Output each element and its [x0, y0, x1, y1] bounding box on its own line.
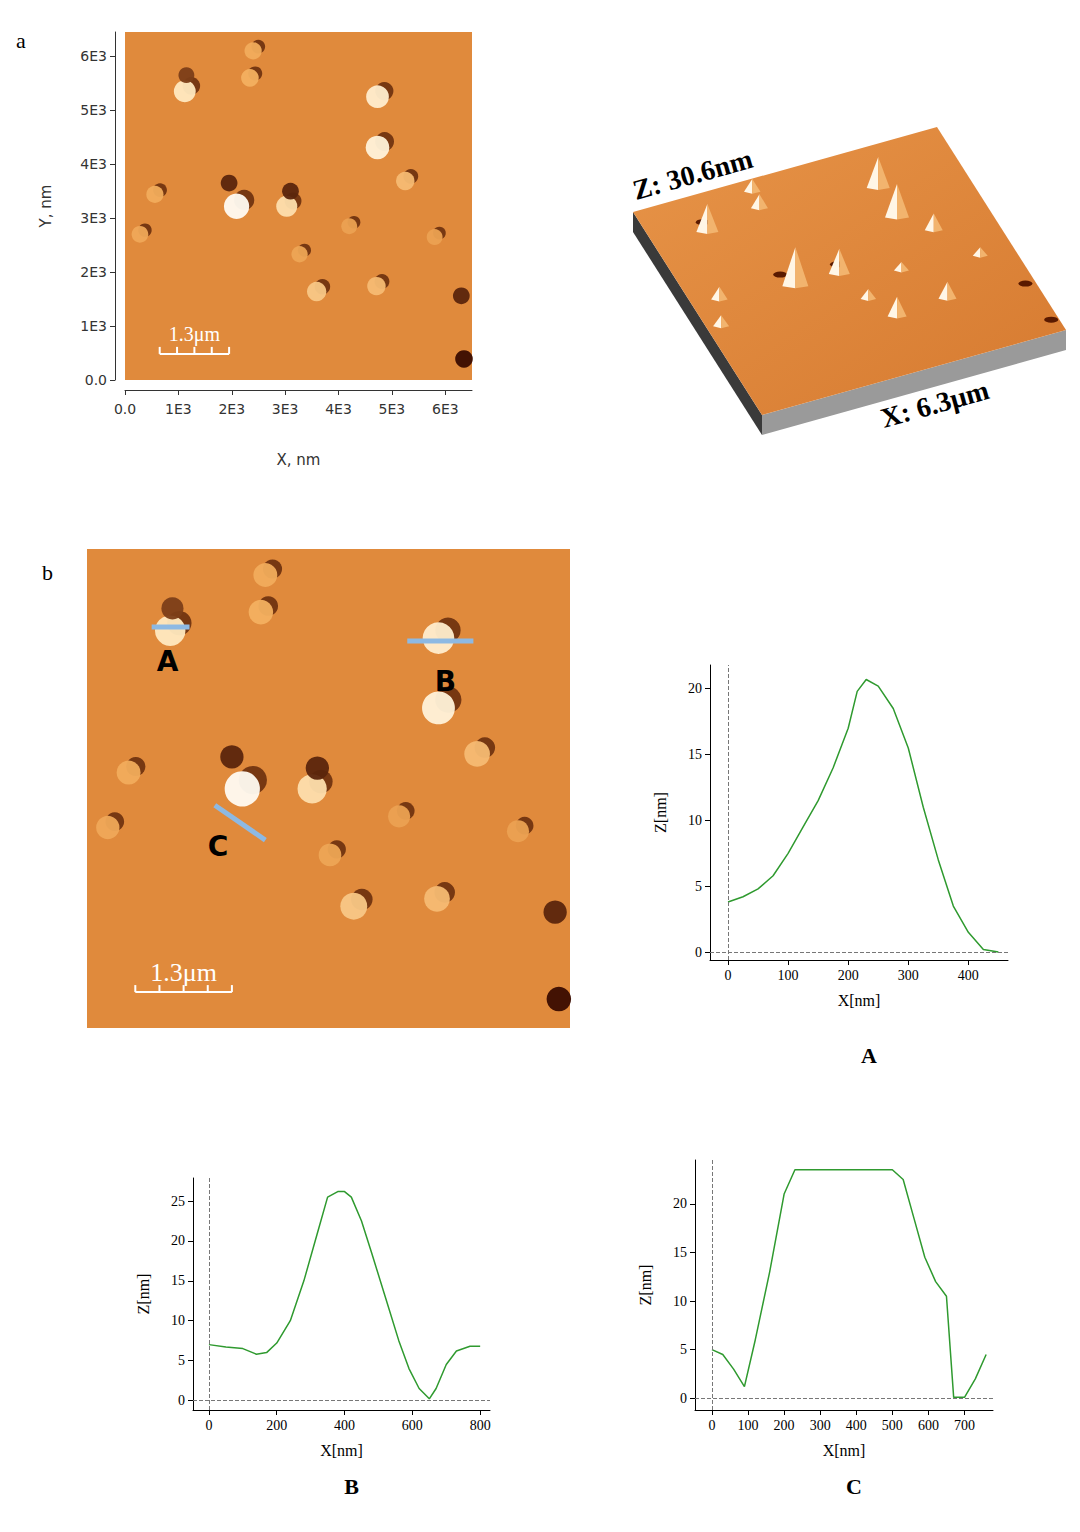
svg-text:1.3μm: 1.3μm	[150, 958, 217, 987]
svg-text:B: B	[344, 1474, 359, 1499]
svg-text:0: 0	[708, 1418, 715, 1433]
svg-text:600: 600	[402, 1418, 423, 1433]
svg-text:B: B	[435, 665, 456, 698]
svg-text:A: A	[157, 645, 179, 678]
svg-text:Z[nm]: Z[nm]	[135, 1274, 152, 1315]
svg-text:25: 25	[171, 1194, 185, 1209]
svg-text:4E3: 4E3	[325, 401, 352, 417]
svg-text:A: A	[861, 1043, 877, 1068]
svg-text:3E3: 3E3	[272, 401, 299, 417]
svg-text:X, nm: X, nm	[277, 451, 321, 469]
svg-text:5E3: 5E3	[80, 102, 107, 118]
svg-text:10: 10	[171, 1313, 185, 1328]
svg-text:2E3: 2E3	[218, 401, 245, 417]
svg-text:15: 15	[688, 747, 702, 762]
svg-text:0: 0	[725, 968, 732, 983]
svg-text:5: 5	[695, 879, 702, 894]
svg-text:a: a	[16, 28, 26, 53]
svg-text:600: 600	[918, 1418, 939, 1433]
svg-text:5: 5	[680, 1342, 687, 1357]
svg-text:200: 200	[266, 1418, 287, 1433]
svg-text:4E3: 4E3	[80, 156, 107, 172]
svg-text:0: 0	[680, 1391, 687, 1406]
svg-text:400: 400	[334, 1418, 355, 1433]
svg-text:1E3: 1E3	[165, 401, 192, 417]
svg-text:0: 0	[205, 1418, 212, 1433]
svg-text:400: 400	[846, 1418, 867, 1433]
svg-text:Z: 30.6nm: Z: 30.6nm	[629, 143, 756, 206]
svg-text:0: 0	[695, 945, 702, 960]
svg-text:Y, nm: Y, nm	[37, 185, 55, 229]
svg-text:3E3: 3E3	[80, 210, 107, 226]
svg-text:Z[nm]: Z[nm]	[652, 792, 669, 833]
svg-text:6E3: 6E3	[432, 401, 459, 417]
svg-text:0.0: 0.0	[114, 401, 136, 417]
svg-text:20: 20	[171, 1233, 185, 1248]
svg-text:6E3: 6E3	[80, 48, 107, 64]
svg-text:1.3μm: 1.3μm	[169, 323, 221, 346]
svg-text:2E3: 2E3	[80, 264, 107, 280]
svg-text:Z[nm]: Z[nm]	[637, 1265, 654, 1306]
svg-text:200: 200	[838, 968, 859, 983]
svg-text:300: 300	[810, 1418, 831, 1433]
svg-text:400: 400	[958, 968, 979, 983]
svg-text:b: b	[42, 560, 53, 585]
svg-text:700: 700	[954, 1418, 975, 1433]
svg-text:100: 100	[778, 968, 799, 983]
svg-text:15: 15	[673, 1245, 687, 1260]
svg-text:100: 100	[738, 1418, 759, 1433]
svg-text:10: 10	[688, 813, 702, 828]
svg-text:200: 200	[774, 1418, 795, 1433]
svg-text:15: 15	[171, 1273, 185, 1288]
svg-text:X[nm]: X[nm]	[320, 1442, 363, 1459]
svg-text:800: 800	[470, 1418, 491, 1433]
svg-text:10: 10	[673, 1294, 687, 1309]
svg-text:X: 6.3μm: X: 6.3μm	[877, 374, 992, 434]
svg-text:20: 20	[673, 1196, 687, 1211]
svg-text:0: 0	[178, 1393, 185, 1408]
svg-text:X[nm]: X[nm]	[823, 1442, 866, 1459]
svg-text:300: 300	[898, 968, 919, 983]
svg-text:500: 500	[882, 1418, 903, 1433]
svg-text:1E3: 1E3	[80, 318, 107, 334]
svg-text:X[nm]: X[nm]	[838, 992, 881, 1009]
svg-text:C: C	[208, 830, 229, 863]
svg-text:5: 5	[178, 1353, 185, 1368]
svg-text:C: C	[846, 1474, 862, 1499]
svg-text:20: 20	[688, 681, 702, 696]
svg-text:0.0: 0.0	[85, 372, 107, 388]
svg-text:5E3: 5E3	[379, 401, 406, 417]
